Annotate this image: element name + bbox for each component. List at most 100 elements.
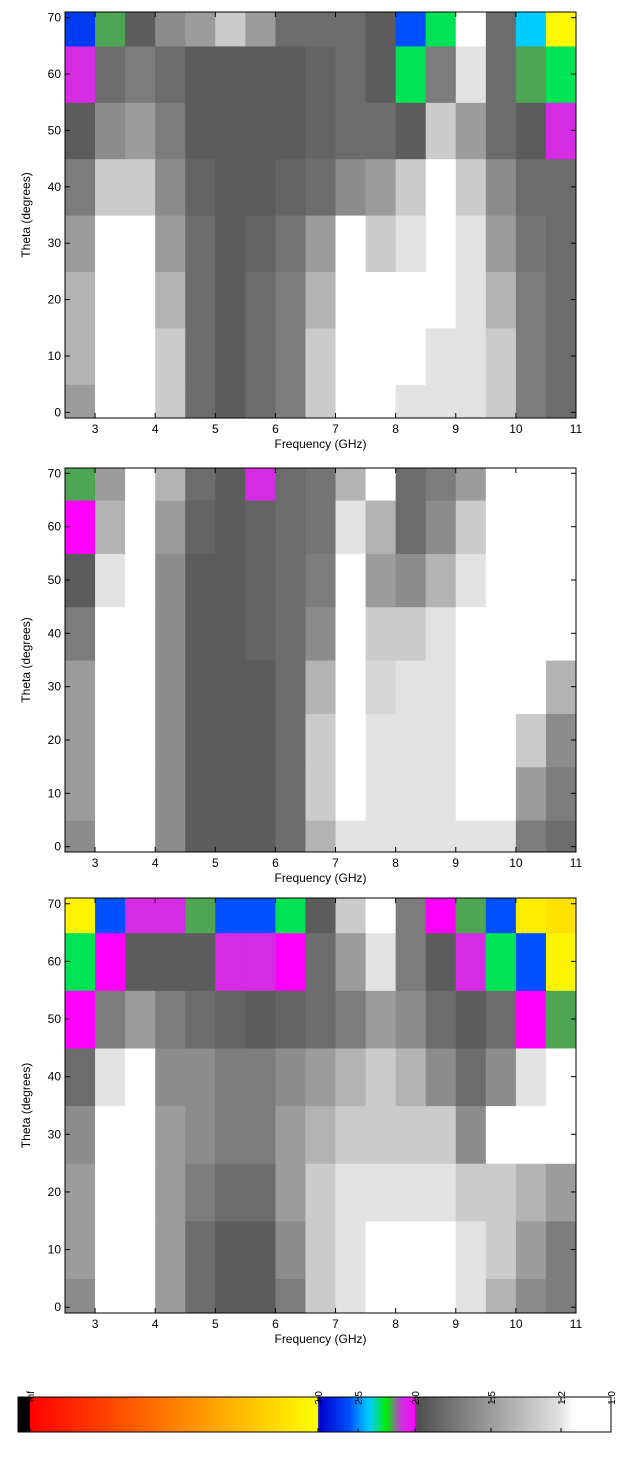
cell [485,1278,517,1313]
y-tick-label: 50 [48,1012,62,1026]
colorbar-swatch [415,1397,419,1432]
x-tick-label: 9 [452,856,459,870]
colorbar-swatch [58,1397,65,1432]
y-tick-label: 70 [48,466,62,480]
x-axis-label: Frequency (GHz) [274,437,366,451]
colorbar-swatch [485,1397,490,1432]
cell [425,898,457,934]
colorbar-swatch [116,1397,122,1432]
cell [305,271,337,329]
cell [485,215,517,272]
colorbar-swatch [324,1397,327,1432]
colorbar-swatch [473,1397,477,1432]
cell [215,468,246,501]
cell [215,713,246,768]
colorbar-swatch [339,1397,342,1432]
x-tick-label: 8 [392,856,399,870]
cell [455,1220,487,1280]
cell [485,606,517,661]
cell [125,990,156,1049]
cell [245,102,277,160]
colorbar-swatch [505,1397,508,1432]
colorbar-swatch [587,1397,590,1432]
y-tick-label: 0 [54,840,61,854]
cell [335,384,367,418]
cell [215,158,246,216]
cell [545,12,576,47]
colorbar-swatch [34,1397,41,1432]
cell [455,766,487,821]
cell [425,932,457,991]
colorbar-swatch [544,1397,548,1432]
cell [365,102,397,160]
cell [335,500,367,554]
cell [365,468,397,501]
cell [275,158,307,216]
colorbar-swatch [279,1397,285,1432]
cell [395,468,427,501]
cell [245,215,277,272]
cell [245,660,277,714]
colorbar-swatch [509,1397,513,1432]
colorbar-swatch [222,1397,228,1432]
colorbar-swatch [352,1397,355,1432]
cell [545,1047,576,1107]
cell [125,1047,156,1107]
x-tick-label: 10 [509,422,523,436]
colorbar-swatch [606,1397,609,1432]
cell [275,990,307,1049]
cell [395,990,427,1049]
cell [515,820,547,852]
x-tick-label: 11 [570,856,583,870]
cell [545,898,576,934]
cell [215,102,246,160]
x-tick-label: 8 [392,422,399,436]
colorbar-swatch [54,1397,60,1432]
cell [395,12,427,47]
x-tick-label: 9 [452,1317,459,1331]
cell [185,553,216,608]
colorbar-swatch [394,1397,397,1432]
y-tick-label: 10 [48,349,62,363]
cell [395,215,427,272]
cell [365,1105,397,1164]
cell [395,45,427,103]
cell [515,898,547,934]
cell [275,898,307,934]
cell [515,1220,547,1280]
colorbar-swatch [460,1397,464,1432]
cell [215,898,246,934]
y-tick-label: 0 [54,1300,61,1314]
cell [125,713,156,768]
cell [545,1163,576,1222]
cell [65,932,96,991]
colorbar-swatch [445,1397,449,1432]
cell [395,1047,427,1107]
cell [365,766,397,821]
cell [515,553,547,608]
colorbar-swatch [468,1397,472,1432]
colorbar-swatch [450,1397,454,1432]
cell [395,271,427,329]
colorbar-swatch [335,1397,338,1432]
cell [125,215,156,272]
cell [95,766,126,821]
x-tick-label: 5 [212,422,219,436]
cell [335,713,367,768]
colorbar-swatch [574,1397,577,1432]
cell [365,1163,397,1222]
cell [455,660,487,714]
cell [545,500,576,554]
cell [245,384,277,418]
colorbar-swatch [68,1397,74,1432]
cell [215,271,246,329]
colorbar-swatch [602,1397,605,1432]
colorbar-swatch [106,1397,113,1432]
cell [365,327,397,385]
cell [275,1220,307,1280]
cell [425,1105,457,1164]
cell [65,384,96,418]
cell [425,820,457,852]
cell [335,327,367,385]
colorbar-swatch [478,1397,482,1432]
